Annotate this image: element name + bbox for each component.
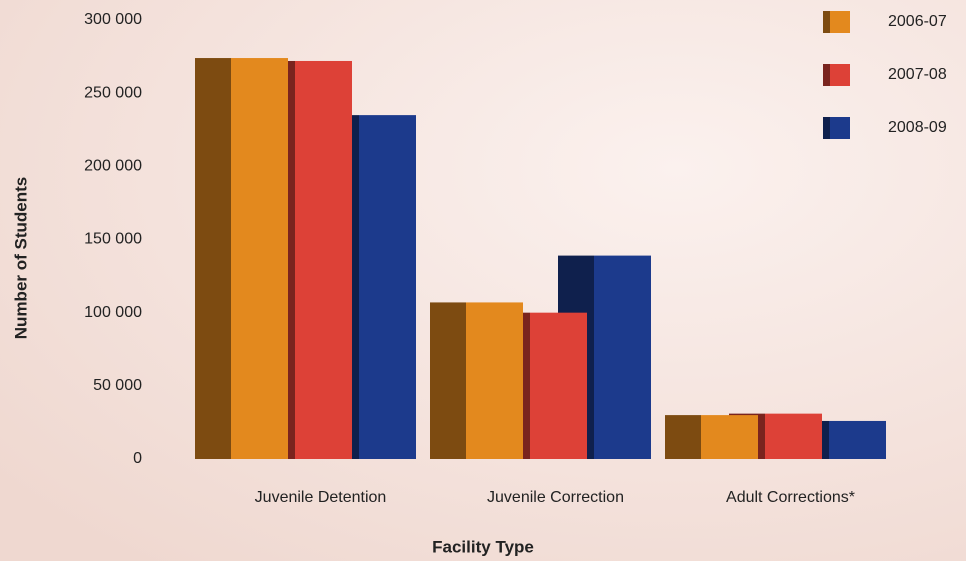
legend-label: 2007-08	[888, 66, 947, 83]
x-tick-label: Juvenile Detention	[255, 489, 387, 506]
bar	[594, 255, 651, 459]
x-tick-label: Juvenile Correction	[487, 489, 624, 506]
legend-swatch-side	[823, 64, 830, 86]
legend-label: 2008-09	[888, 119, 947, 136]
bar	[829, 420, 886, 459]
bar-side	[665, 415, 701, 459]
bar	[231, 58, 288, 460]
y-tick-label: 250 000	[84, 84, 142, 101]
x-tick-label: Adult Corrections*	[726, 489, 855, 506]
legend-swatch	[830, 117, 850, 139]
y-axis-title: Number of Students	[11, 177, 30, 339]
y-tick-label: 150 000	[84, 231, 142, 248]
bar-side	[195, 58, 231, 460]
legend-swatch	[830, 11, 850, 33]
bar-side	[430, 302, 466, 459]
y-tick-label: 300 000	[84, 11, 142, 28]
legend-swatch	[830, 64, 850, 86]
bar	[295, 60, 352, 460]
bar	[765, 413, 822, 459]
legend-swatch-side	[823, 117, 830, 139]
y-tick-label: 100 000	[84, 304, 142, 321]
y-tick-label: 0	[133, 450, 142, 467]
bar	[466, 302, 523, 459]
bar	[359, 115, 416, 459]
y-tick-label: 200 000	[84, 158, 142, 175]
y-tick-label: 50 000	[93, 377, 142, 394]
bar	[530, 312, 587, 459]
legend-label: 2006-07	[888, 13, 947, 30]
x-axis-title: Facility Type	[432, 537, 534, 556]
legend-swatch-side	[823, 11, 830, 33]
bar	[701, 415, 758, 459]
